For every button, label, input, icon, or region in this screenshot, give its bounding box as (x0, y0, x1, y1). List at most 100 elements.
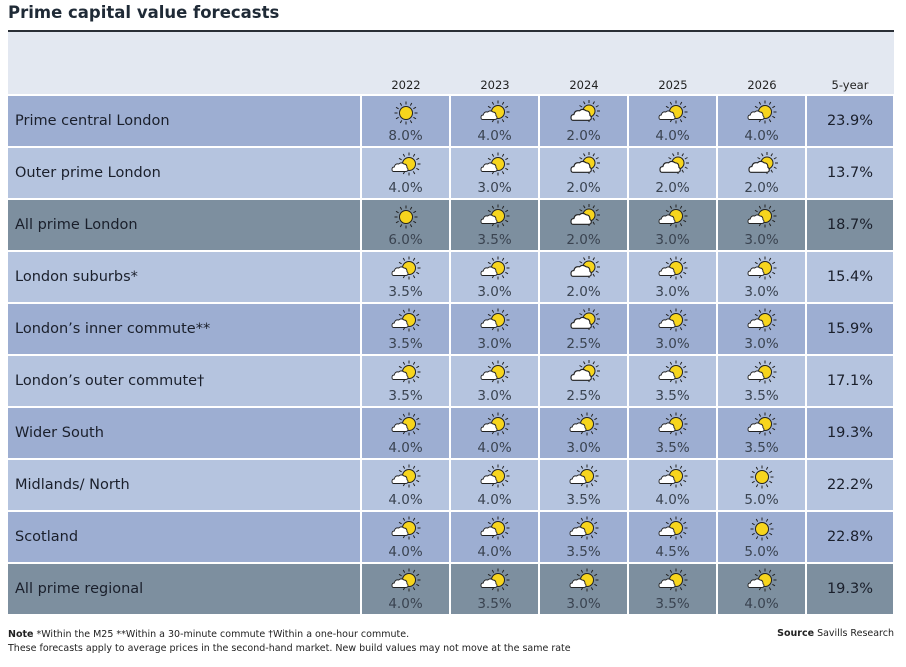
five-year-value: 19.3% (807, 408, 893, 458)
row-label: London’s outer commute† (8, 356, 360, 406)
column-header: 2022 (391, 78, 421, 92)
forecast-value: 3.0% (744, 335, 779, 352)
table-row: Prime central London 8.0% 4.0% 2.0% 4.0% 4.0%… (8, 96, 894, 146)
chart-title: Prime capital value forecasts (8, 3, 280, 22)
forecast-value: 3.5% (566, 543, 601, 560)
forecast-cell: 3.0% (718, 252, 805, 302)
forecast-cell: 3.0% (718, 304, 805, 354)
forecast-value: 5.0% (744, 491, 779, 508)
forecast-value: 3.5% (566, 491, 601, 508)
forecast-cell: 4.0% (451, 408, 538, 458)
forecast-cell: 3.0% (451, 148, 538, 198)
table-row: London’s outer commute† 3.5% 3.0% 2.5% 3.5% 3… (8, 356, 894, 406)
table-row: All prime London 6.0% 3.5% 2.0% 3.0% 3.0% 18.7… (8, 200, 894, 250)
cloud-sun-icon (567, 151, 601, 182)
cloud-sun-icon (567, 255, 601, 286)
sun-cloud-icon (478, 256, 512, 286)
forecast-cell: 4.0% (451, 460, 538, 510)
forecast-cell: 3.5% (540, 512, 627, 562)
forecast-cell: 4.0% (718, 96, 805, 146)
sun-cloud-icon (389, 308, 423, 338)
forecast-cell: 4.0% (451, 512, 538, 562)
row-label: London’s inner commute** (8, 304, 360, 354)
cloud-sun-icon (656, 151, 690, 182)
table-row: London’s inner commute** 3.5% 3.0% 2.5% 3.0%… (8, 304, 894, 354)
forecast-cell: 2.0% (540, 148, 627, 198)
forecast-value: 3.5% (744, 387, 779, 404)
forecast-cell: 3.5% (629, 408, 716, 458)
forecast-value: 2.5% (566, 387, 601, 404)
title-rule (8, 30, 894, 32)
five-year-value: 22.2% (807, 460, 893, 510)
sun-cloud-icon (389, 360, 423, 390)
forecast-value: 3.0% (655, 335, 690, 352)
forecast-value: 2.0% (566, 127, 601, 144)
five-year-value: 15.4% (807, 252, 893, 302)
sun-cloud-icon (389, 516, 423, 546)
forecast-cell: 2.0% (629, 148, 716, 198)
sun-cloud-icon (745, 100, 779, 130)
forecast-cell: 3.5% (451, 564, 538, 614)
cloud-sun-icon (567, 203, 601, 234)
sun-cloud-icon (567, 516, 601, 546)
forecast-value: 3.0% (744, 231, 779, 248)
sun-cloud-icon (656, 516, 690, 546)
note-line1: *Within the M25 **Within a 30-minute com… (36, 629, 410, 640)
forecast-value: 2.0% (655, 179, 690, 196)
forecast-value: 3.0% (477, 335, 512, 352)
sun-icon (389, 100, 423, 130)
forecast-value: 4.0% (477, 127, 512, 144)
sun-cloud-icon (567, 568, 601, 598)
sun-cloud-icon (478, 568, 512, 598)
forecast-value: 4.0% (477, 543, 512, 560)
forecast-cell: 2.0% (540, 200, 627, 250)
forecast-value: 3.0% (477, 179, 512, 196)
five-year-value: 19.3% (807, 564, 893, 614)
forecast-cell: 2.5% (540, 304, 627, 354)
forecast-cell: 3.0% (629, 200, 716, 250)
row-label: London suburbs* (8, 252, 360, 302)
row-label: Midlands/ North (8, 460, 360, 510)
forecast-value: 3.5% (655, 387, 690, 404)
forecast-cell: 3.5% (718, 356, 805, 406)
forecast-cell: 3.0% (540, 408, 627, 458)
sun-cloud-icon (478, 516, 512, 546)
forecast-value: 4.0% (388, 179, 423, 196)
row-label: Prime central London (8, 96, 360, 146)
forecast-cell: 3.5% (451, 200, 538, 250)
column-header: 5-year (831, 78, 869, 92)
forecast-value: 4.0% (477, 491, 512, 508)
sun-icon (389, 204, 423, 234)
sun-cloud-icon (478, 464, 512, 494)
table-row: Outer prime London 4.0% 3.0% 2.0% 2.0% 2.0% 13… (8, 148, 894, 198)
forecast-cell: 5.0% (718, 460, 805, 510)
cloud-sun-icon (567, 359, 601, 390)
note-line2: These forecasts apply to average prices … (8, 643, 571, 654)
five-year-value: 23.9% (807, 96, 893, 146)
sun-cloud-icon (478, 360, 512, 390)
table-row: Wider South 4.0% 4.0% 3.0% 3.5% 3.5% 19.3% (8, 408, 894, 458)
forecast-cell: 4.0% (629, 460, 716, 510)
sun-cloud-icon (478, 308, 512, 338)
forecast-cell: 2.0% (718, 148, 805, 198)
forecast-value: 4.5% (655, 543, 690, 560)
forecast-cell: 3.0% (540, 564, 627, 614)
sun-cloud-icon (656, 256, 690, 286)
forecast-value: 4.0% (388, 543, 423, 560)
forecast-cell: 4.5% (629, 512, 716, 562)
forecast-cell: 3.5% (362, 356, 449, 406)
forecast-cell: 3.0% (451, 304, 538, 354)
forecast-cell: 3.5% (540, 460, 627, 510)
table-row: Midlands/ North 4.0% 4.0% 3.5% 4.0% 5.0% 22.2% (8, 460, 894, 510)
sun-cloud-icon (656, 204, 690, 234)
forecast-cell: 3.5% (718, 408, 805, 458)
note: Note *Within the M25 **Within a 30-minut… (8, 628, 571, 656)
forecast-value: 2.0% (566, 283, 601, 300)
forecast-cell: 4.0% (362, 148, 449, 198)
sun-cloud-icon (745, 360, 779, 390)
forecast-value: 3.0% (477, 387, 512, 404)
column-header: 2024 (569, 78, 599, 92)
forecast-value: 3.0% (655, 231, 690, 248)
table-row: Scotland 4.0% 4.0% 3.5% 4.5% 5.0% 22.8% (8, 512, 894, 562)
forecast-value: 5.0% (744, 543, 779, 560)
